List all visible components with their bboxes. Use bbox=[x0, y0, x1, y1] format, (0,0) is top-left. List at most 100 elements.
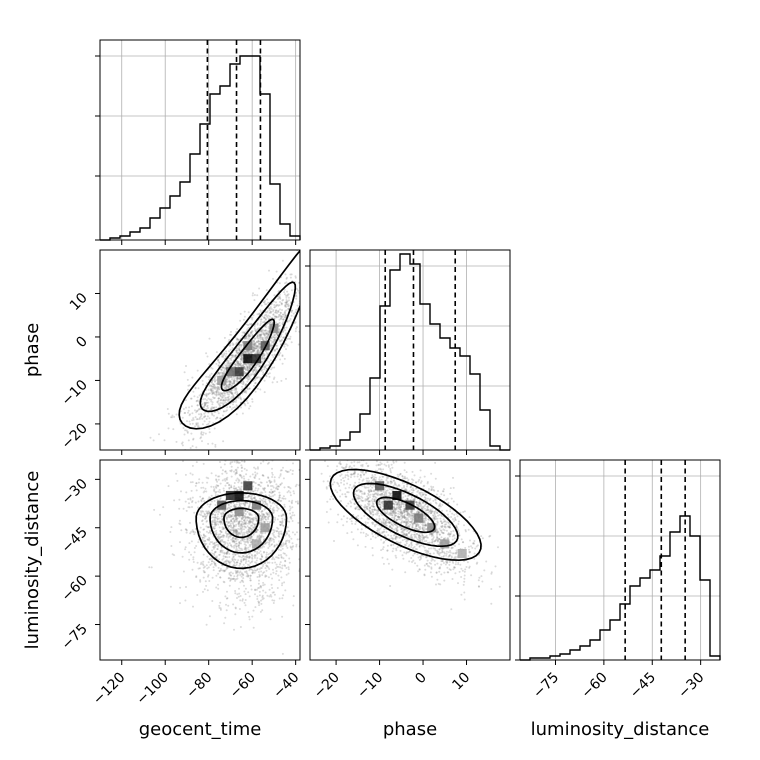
scatter-point bbox=[179, 586, 182, 589]
y-tick-label: 10 bbox=[67, 290, 91, 314]
scatter-point bbox=[212, 387, 215, 390]
scatter-point bbox=[190, 540, 193, 543]
scatter-point bbox=[284, 273, 287, 276]
scatter-point bbox=[285, 314, 288, 317]
scatter-point bbox=[212, 566, 215, 569]
scatter-point bbox=[264, 338, 267, 341]
scatter-point bbox=[241, 343, 243, 346]
scatter-point bbox=[235, 413, 238, 416]
scatter-point bbox=[241, 385, 244, 388]
scatter-point bbox=[252, 348, 254, 351]
scatter-point bbox=[203, 401, 206, 404]
scatter-point bbox=[148, 566, 151, 569]
scatter-point bbox=[229, 344, 232, 346]
scatter-point bbox=[238, 473, 241, 476]
scatter-point bbox=[285, 299, 288, 301]
scatter-point bbox=[199, 415, 202, 418]
scatter-point bbox=[268, 311, 271, 314]
scatter-point bbox=[239, 376, 242, 379]
scatter-point bbox=[245, 575, 248, 578]
scatter-point bbox=[191, 500, 194, 502]
scatter-point bbox=[289, 335, 292, 338]
scatter-point bbox=[217, 399, 220, 402]
scatter-point bbox=[197, 500, 200, 503]
scatter-point bbox=[274, 561, 277, 564]
scatter-point bbox=[295, 327, 297, 330]
scatter-point bbox=[229, 381, 232, 384]
scatter-point bbox=[245, 377, 248, 379]
scatter-point bbox=[251, 571, 254, 574]
scatter-point bbox=[233, 382, 236, 385]
scatter-point bbox=[305, 293, 307, 295]
scatter-point bbox=[275, 315, 278, 318]
panel-frame bbox=[99, 459, 301, 661]
scatter-point bbox=[249, 331, 252, 334]
scatter-point bbox=[252, 347, 255, 349]
scatter-point bbox=[206, 404, 209, 407]
scatter-point bbox=[268, 333, 270, 336]
scatter-point bbox=[250, 584, 252, 587]
scatter-point bbox=[266, 565, 269, 568]
scatter-point bbox=[241, 340, 244, 343]
scatter-point bbox=[272, 494, 275, 497]
scatter-point bbox=[247, 490, 249, 493]
scatter-point bbox=[210, 372, 213, 375]
scatter-point bbox=[371, 532, 374, 535]
scatter-point bbox=[235, 351, 238, 353]
scatter-point bbox=[263, 334, 266, 336]
scatter-point bbox=[228, 398, 231, 401]
scatter-point bbox=[295, 326, 298, 329]
scatter-point bbox=[305, 259, 307, 261]
scatter-point bbox=[249, 335, 252, 338]
scatter-point bbox=[203, 405, 206, 408]
scatter-point bbox=[223, 489, 225, 492]
scatter-point bbox=[269, 310, 272, 313]
scatter-point bbox=[191, 481, 194, 484]
scatter-point bbox=[259, 320, 262, 323]
scatter-point bbox=[265, 364, 268, 367]
scatter-point bbox=[256, 344, 259, 347]
scatter-point bbox=[263, 317, 266, 319]
scatter-point bbox=[232, 382, 234, 385]
scatter-point bbox=[212, 486, 215, 488]
scatter-point bbox=[251, 398, 254, 401]
scatter-point bbox=[192, 561, 195, 563]
x-tick-label: −60 bbox=[227, 670, 259, 702]
scatter-point bbox=[257, 349, 260, 352]
scatter-point bbox=[188, 414, 191, 417]
scatter-point bbox=[178, 498, 181, 501]
scatter-point bbox=[211, 406, 214, 409]
scatter-point bbox=[218, 393, 221, 396]
scatter-point bbox=[246, 365, 249, 368]
scatter-point bbox=[213, 386, 216, 389]
scatter-point bbox=[291, 546, 294, 549]
scatter-point bbox=[259, 334, 261, 337]
scatter-point bbox=[219, 371, 222, 374]
scatter-point bbox=[184, 429, 187, 432]
scatter-point bbox=[221, 394, 224, 396]
scatter-point bbox=[254, 347, 257, 350]
scatter-point bbox=[232, 354, 235, 357]
scatter-point bbox=[222, 355, 225, 358]
scatter-point bbox=[235, 331, 238, 333]
scatter-point bbox=[316, 303, 318, 305]
scatter-point bbox=[211, 387, 214, 390]
scatter-point bbox=[252, 343, 255, 345]
scatter-point bbox=[269, 307, 272, 310]
scatter-point bbox=[181, 416, 184, 419]
scatter-point bbox=[205, 399, 208, 402]
scatter-point bbox=[217, 412, 220, 415]
scatter-point bbox=[256, 323, 259, 326]
scatter-point bbox=[264, 299, 266, 302]
scatter-point bbox=[229, 380, 232, 383]
scatter-point bbox=[259, 333, 262, 336]
scatter-point bbox=[303, 311, 305, 313]
scatter-point bbox=[210, 388, 213, 391]
scatter-point bbox=[235, 341, 238, 344]
scatter-point bbox=[218, 372, 221, 375]
scatter-point bbox=[204, 393, 206, 396]
scatter-point bbox=[220, 392, 223, 395]
scatter-point bbox=[189, 447, 192, 449]
scatter-point bbox=[228, 362, 231, 365]
scatter-point bbox=[454, 563, 457, 566]
